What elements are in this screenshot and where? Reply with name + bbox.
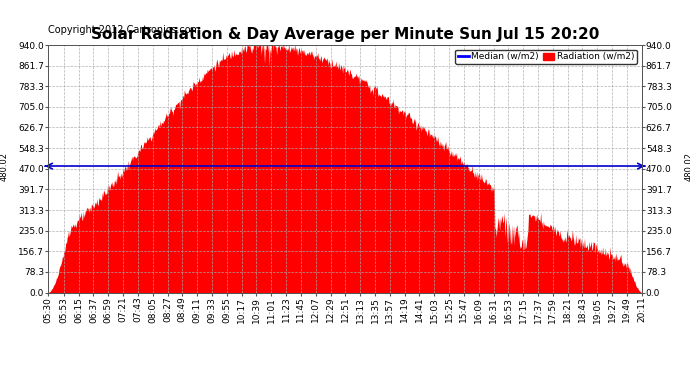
Text: 480.02: 480.02 (684, 152, 690, 181)
Title: Solar Radiation & Day Average per Minute Sun Jul 15 20:20: Solar Radiation & Day Average per Minute… (91, 27, 599, 42)
Text: Copyright 2012 Cartronics.com: Copyright 2012 Cartronics.com (48, 25, 200, 35)
Legend: Median (w/m2), Radiation (w/m2): Median (w/m2), Radiation (w/m2) (455, 50, 637, 64)
Text: 480.02: 480.02 (0, 152, 8, 181)
